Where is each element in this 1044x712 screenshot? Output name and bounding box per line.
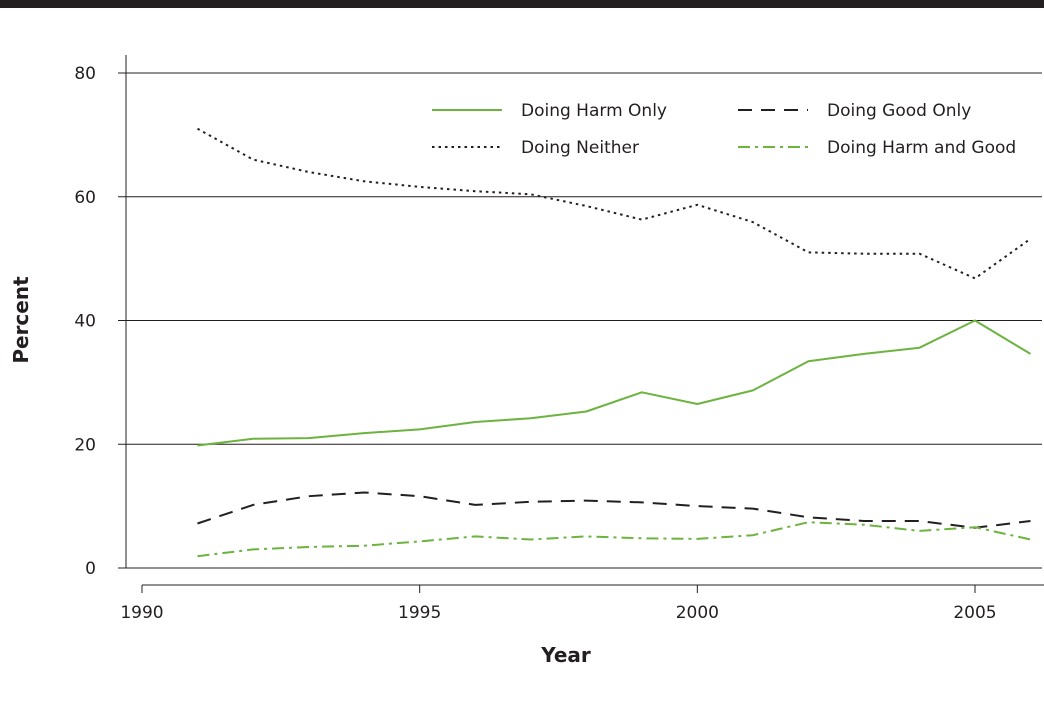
y-axis-title: Percent [9, 276, 33, 364]
x-tick-label-2000: 2000 [676, 603, 719, 623]
legend: Doing Harm Only Doing Good Only Doing Neit… [432, 101, 1016, 158]
x-tick-label-1995: 1995 [398, 603, 441, 623]
y-tick-label-20: 20 [74, 435, 96, 455]
axes: 0 20 40 60 80 1990 1995 2000 2005 [74, 55, 1044, 623]
y-tick-label-80: 80 [74, 64, 96, 84]
series-line-0 [197, 319, 1032, 447]
series-lines [197, 127, 1032, 558]
y-tick-label-40: 40 [74, 312, 96, 332]
legend-label-1: Doing Good Only [827, 101, 971, 121]
series-line-1 [197, 491, 1031, 529]
x-axis-title: Year [540, 643, 591, 667]
legend-label-3: Doing Harm and Good [827, 138, 1016, 158]
series-line-3 [197, 521, 1031, 558]
legend-label-2: Doing Neither [521, 138, 639, 158]
series-line-2 [197, 127, 1032, 280]
top-rule [0, 0, 1044, 8]
x-tick-label-2005: 2005 [953, 603, 996, 623]
y-tick-label-0: 0 [85, 559, 96, 579]
x-tick-label-1990: 1990 [120, 603, 163, 623]
gridlines [126, 72, 1042, 569]
legend-label-0: Doing Harm Only [521, 101, 667, 121]
y-tick-label-60: 60 [74, 188, 96, 208]
